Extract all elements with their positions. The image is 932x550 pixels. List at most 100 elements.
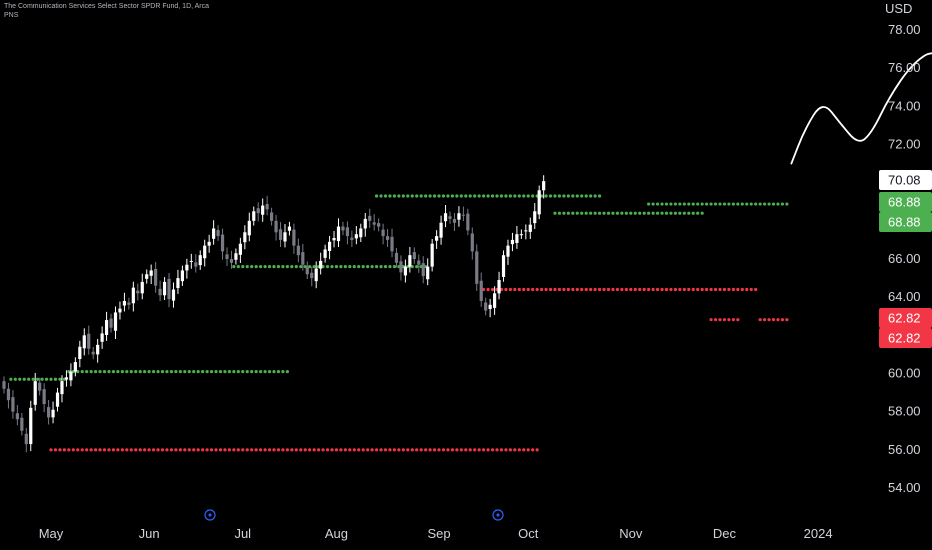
- candle-body: [225, 254, 229, 259]
- resistance-dot: [134, 369, 138, 374]
- price-tick-label: 64.00: [888, 289, 921, 304]
- currency-label[interactable]: USD: [885, 1, 912, 16]
- candle-body: [493, 293, 497, 308]
- resistance-dot: [388, 265, 392, 269]
- resistance-dot: [259, 265, 263, 269]
- candle-body: [470, 233, 474, 252]
- support-dot: [187, 448, 191, 452]
- support-dot: [214, 448, 218, 452]
- resistance-dot: [250, 369, 254, 374]
- support-dot: [383, 448, 388, 452]
- candle-body: [399, 261, 403, 273]
- support-dot: [638, 287, 642, 292]
- resistance-dot: [276, 369, 281, 374]
- resistance-dot: [370, 265, 374, 269]
- resistance-dot: [700, 202, 704, 206]
- candle-body: [327, 241, 332, 251]
- support-dot: [406, 448, 410, 452]
- candle-body: [265, 204, 269, 210]
- resistance-dot: [722, 202, 727, 206]
- resistance-dot: [758, 202, 762, 206]
- support-dot: [397, 448, 401, 452]
- support-dot: [700, 287, 704, 292]
- support-dot: [259, 448, 263, 452]
- support-dot: [67, 448, 71, 452]
- candle-body: [33, 381, 37, 405]
- resistance-dot: [673, 202, 678, 206]
- candle-body: [292, 229, 296, 246]
- support-dot: [357, 448, 361, 452]
- support-dot: [571, 287, 575, 292]
- support-dot: [722, 318, 727, 322]
- resistance-dot: [664, 202, 669, 206]
- resistance-dot: [660, 211, 664, 215]
- candle-body: [408, 255, 412, 267]
- event-marker-icon[interactable]: [204, 509, 216, 521]
- resistance-dot: [276, 265, 281, 269]
- support-dot: [660, 287, 664, 292]
- support-dot: [785, 318, 789, 322]
- candle-body: [256, 208, 260, 214]
- support-dot: [419, 448, 423, 452]
- candle-body: [533, 211, 537, 224]
- candle-body: [122, 300, 127, 306]
- support-dot: [575, 287, 579, 292]
- candle-body: [372, 222, 376, 225]
- support-dot: [593, 287, 597, 292]
- resistance-dot: [477, 194, 481, 198]
- resistance-dot: [687, 211, 691, 215]
- resistance-dot: [272, 369, 276, 374]
- candle-body: [443, 213, 448, 222]
- candle-body: [448, 216, 452, 219]
- support-dot: [459, 448, 463, 452]
- time-tick-label: Dec: [713, 526, 737, 541]
- resistance-dot: [629, 211, 633, 215]
- candle-body: [519, 234, 523, 236]
- support-dot: [366, 448, 370, 452]
- support-dot: [651, 287, 655, 292]
- support-dot: [245, 448, 249, 452]
- candle-body: [497, 279, 501, 294]
- candle-body: [198, 255, 202, 266]
- resistance-dot: [673, 211, 678, 215]
- event-marker-icon[interactable]: [492, 509, 504, 521]
- resistance-dot: [557, 194, 562, 198]
- support-dot: [780, 318, 785, 322]
- support-dot: [713, 318, 718, 322]
- support-dot: [499, 448, 504, 452]
- candle-body: [238, 243, 242, 255]
- resistance-dot: [343, 265, 347, 269]
- resistance-dot: [383, 265, 388, 269]
- candle-body: [278, 229, 283, 240]
- resistance-dot: [593, 211, 597, 215]
- resistance-dot: [513, 194, 517, 198]
- support-dot: [254, 448, 258, 452]
- resistance-dot: [205, 369, 209, 374]
- resistance-dot: [285, 369, 289, 374]
- support-dot: [312, 448, 316, 452]
- support-dot: [531, 287, 535, 292]
- support-dot: [89, 448, 93, 452]
- resistance-dot: [651, 202, 655, 206]
- resistance-dot: [374, 265, 379, 269]
- resistance-dot: [548, 194, 553, 198]
- resistance-dot: [352, 265, 356, 269]
- candle-body: [69, 371, 73, 381]
- candle-body: [439, 222, 443, 238]
- resistance-dot: [580, 211, 584, 215]
- support-dot: [156, 448, 160, 452]
- support-dot: [450, 448, 454, 452]
- resistance-dot: [232, 265, 236, 269]
- resistance-dot: [13, 377, 17, 381]
- resistance-dot: [553, 211, 557, 215]
- resistance-dot: [27, 377, 31, 381]
- resistance-dot: [160, 369, 165, 374]
- support-dot: [94, 448, 98, 452]
- support-dot: [294, 448, 298, 452]
- support-dot: [464, 448, 468, 452]
- candle-body: [301, 252, 305, 265]
- support-dot: [183, 448, 187, 452]
- candle-body: [452, 218, 457, 223]
- resistance-dot: [245, 369, 249, 374]
